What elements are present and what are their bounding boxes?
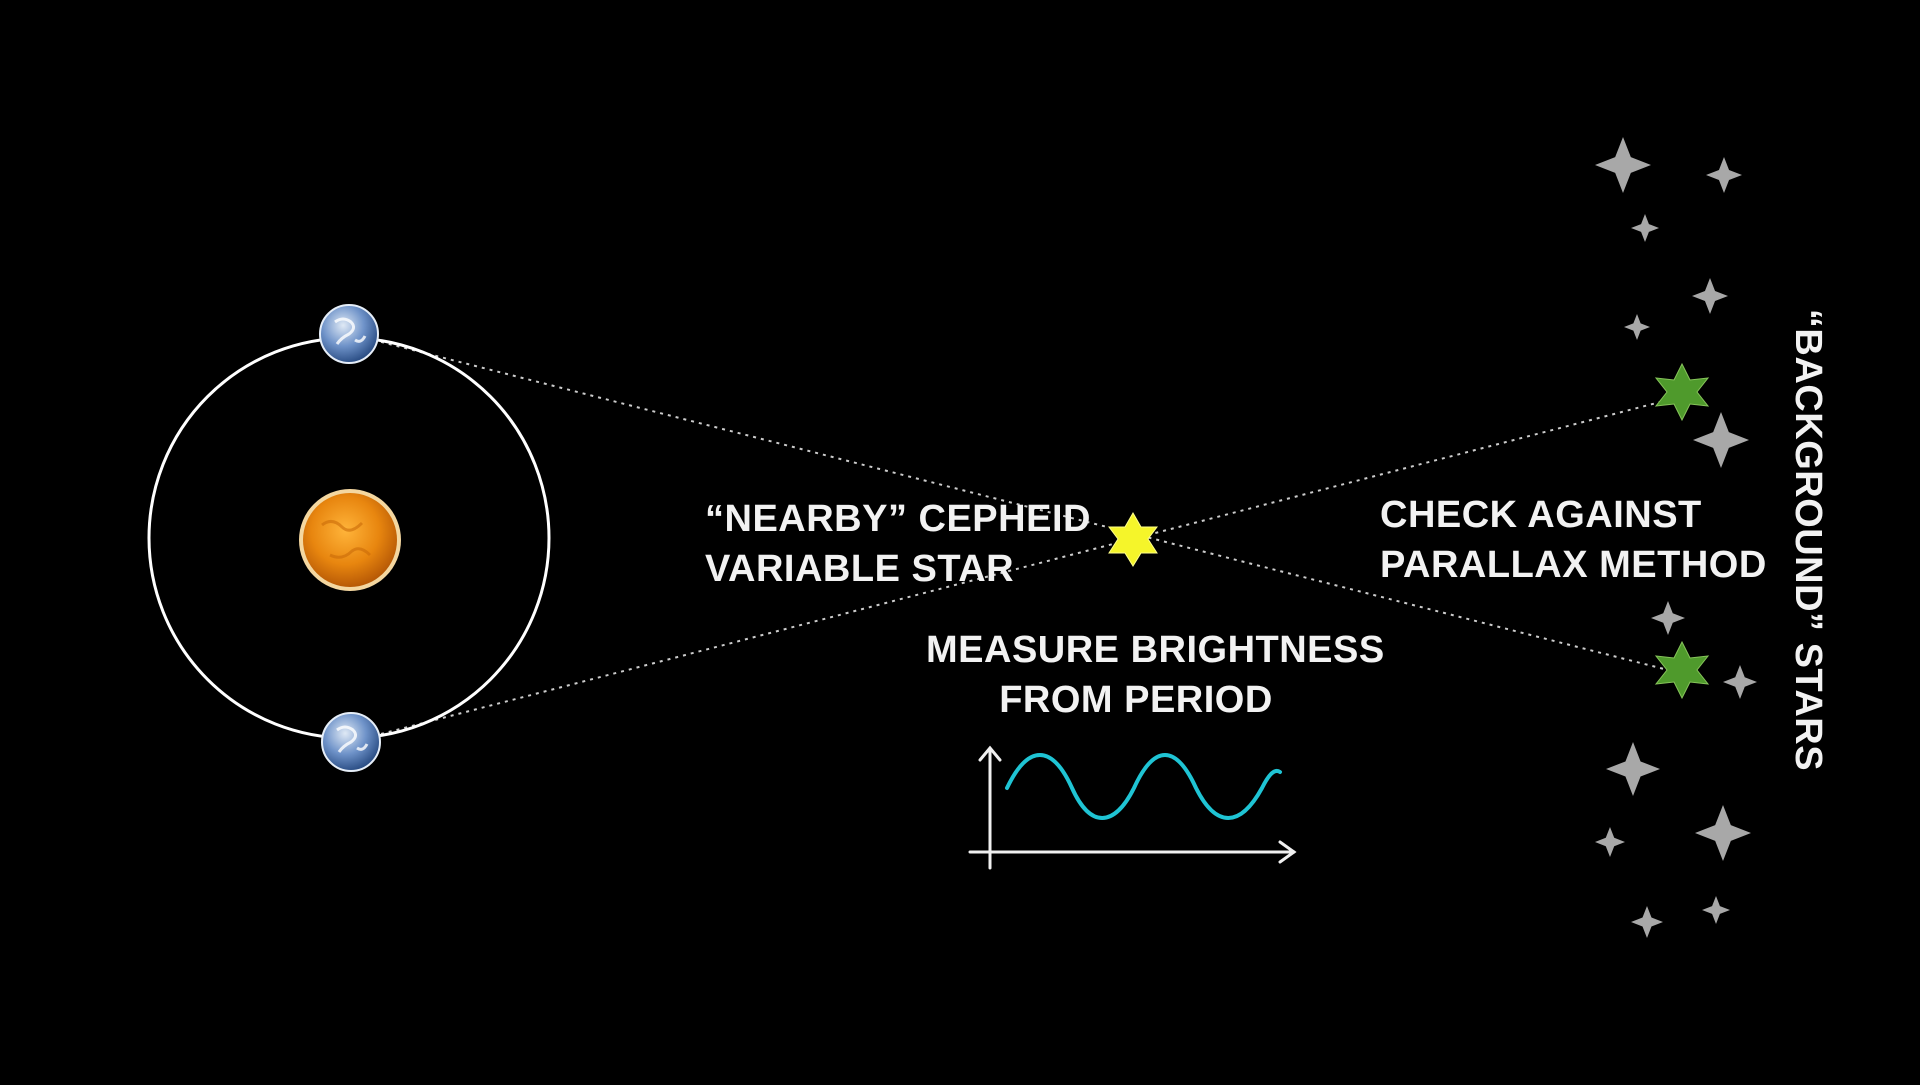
- background-star-icon: [1624, 314, 1650, 340]
- measure-label-line1: MEASURE BRIGHTNESS: [926, 629, 1385, 671]
- background-star-icon: [1693, 412, 1749, 468]
- check-label-line1: CHECK AGAINST: [1380, 494, 1702, 536]
- background-star-icon: [1723, 665, 1757, 699]
- background-star-icon: [1706, 157, 1742, 193]
- brightness-wave: [1005, 753, 1282, 820]
- earth-icon-top: [319, 304, 379, 364]
- background-stars-label: “BACKGROUND” STARS: [1787, 308, 1829, 772]
- sight-line-lower: [349, 399, 1669, 743]
- earth-icon-bottom: [321, 712, 381, 772]
- background-stars: [1595, 137, 1757, 938]
- cepheid-label-line1: “NEARBY” CEPHEID: [705, 498, 1091, 540]
- measure-label: MEASURE BRIGHTNESS FROM PERIOD: [926, 625, 1385, 725]
- graph-axes: [968, 745, 1297, 870]
- background-star-icon: [1695, 805, 1751, 861]
- cepheid-label-line2: VARIABLE STAR: [705, 548, 1015, 590]
- background-star-icon: [1595, 137, 1651, 193]
- sight-line-upper: [349, 333, 1669, 671]
- background-star-icon: [1631, 214, 1659, 242]
- measure-label-line2: FROM PERIOD: [999, 679, 1273, 721]
- background-star-icon: [1595, 827, 1625, 857]
- apparent-star-lower-icon: [1654, 640, 1710, 700]
- apparent-star-positions: [1654, 362, 1710, 700]
- sun-icon: [299, 489, 401, 591]
- background-star-icon: [1651, 601, 1685, 635]
- check-label: CHECK AGAINST PARALLAX METHOD: [1380, 490, 1767, 590]
- brightness-graph: [968, 745, 1297, 870]
- background-star-icon: [1692, 278, 1728, 314]
- apparent-star-upper-icon: [1654, 362, 1710, 422]
- sight-lines: [349, 333, 1669, 743]
- background-star-icon: [1702, 896, 1730, 924]
- background-star-icon: [1631, 906, 1663, 938]
- cepheid-star-icon: [1108, 511, 1158, 567]
- cepheid-label: “NEARBY” CEPHEID VARIABLE STAR: [705, 494, 1091, 594]
- background-star-icon: [1606, 742, 1660, 796]
- check-label-line2: PARALLAX METHOD: [1380, 544, 1767, 586]
